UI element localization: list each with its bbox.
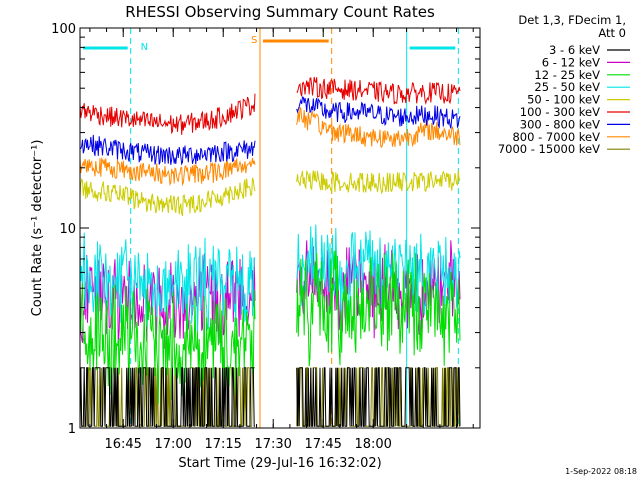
- x-tick-label: 17:15: [204, 437, 241, 452]
- x-tick-label: 18:00: [354, 437, 391, 452]
- footer-date: 1-Sep-2022 08:18: [565, 467, 637, 476]
- x-tick-label: 17:00: [154, 437, 191, 452]
- chart-title: RHESSI Observing Summary Count Rates: [125, 3, 435, 21]
- y-tick-label: 1: [68, 422, 76, 437]
- plot-area: NS: [79, 28, 461, 428]
- legend-label: 25 - 50 keV: [534, 80, 600, 94]
- series-trace: [296, 96, 461, 129]
- series-trace: [79, 232, 256, 336]
- series-trace: [79, 134, 256, 166]
- series-trace: [296, 250, 461, 367]
- series-trace: [79, 93, 256, 135]
- series-trace: [79, 367, 255, 427]
- legend-label: 6 - 12 keV: [542, 55, 600, 69]
- y-tick-label: 100: [51, 22, 76, 37]
- legend-label: 50 - 100 keV: [527, 93, 600, 107]
- series-trace: [296, 170, 461, 195]
- legend-label: 7000 - 15000 keV: [498, 142, 600, 156]
- series-trace: [79, 156, 256, 187]
- legend-label: 3 - 6 keV: [549, 43, 600, 57]
- x-tick-label: 17:30: [254, 437, 291, 452]
- series-trace: [296, 367, 461, 427]
- axes: 1 10 100 16:45 17:00 17:15 17:30 17:45 18:00: [51, 22, 481, 452]
- x-tick-label: 16:45: [104, 437, 141, 452]
- legend-label: 12 - 25 keV: [534, 68, 600, 82]
- series-trace: [296, 76, 461, 106]
- legend-label: 100 - 300 keV: [520, 105, 600, 119]
- legend-label: 300 - 800 keV: [520, 117, 600, 131]
- x-tick-label: 17:45: [304, 437, 341, 452]
- flag-label: S: [251, 35, 257, 46]
- series-trace: [296, 106, 461, 149]
- flag-label: N: [141, 42, 148, 53]
- y-axis-label: Count Rate (s⁻¹ detector⁻¹): [30, 140, 45, 317]
- series-trace: [79, 177, 256, 216]
- x-axis-label: Start Time (29-Jul-16 16:32:02): [178, 456, 381, 471]
- legend-header: Det 1,3, FDecim 1,: [518, 13, 626, 27]
- legend-header: Att 0: [598, 26, 626, 40]
- legend-label: 800 - 7000 keV: [512, 130, 600, 144]
- series-trace: [79, 283, 256, 405]
- y-tick-label: 10: [59, 222, 76, 237]
